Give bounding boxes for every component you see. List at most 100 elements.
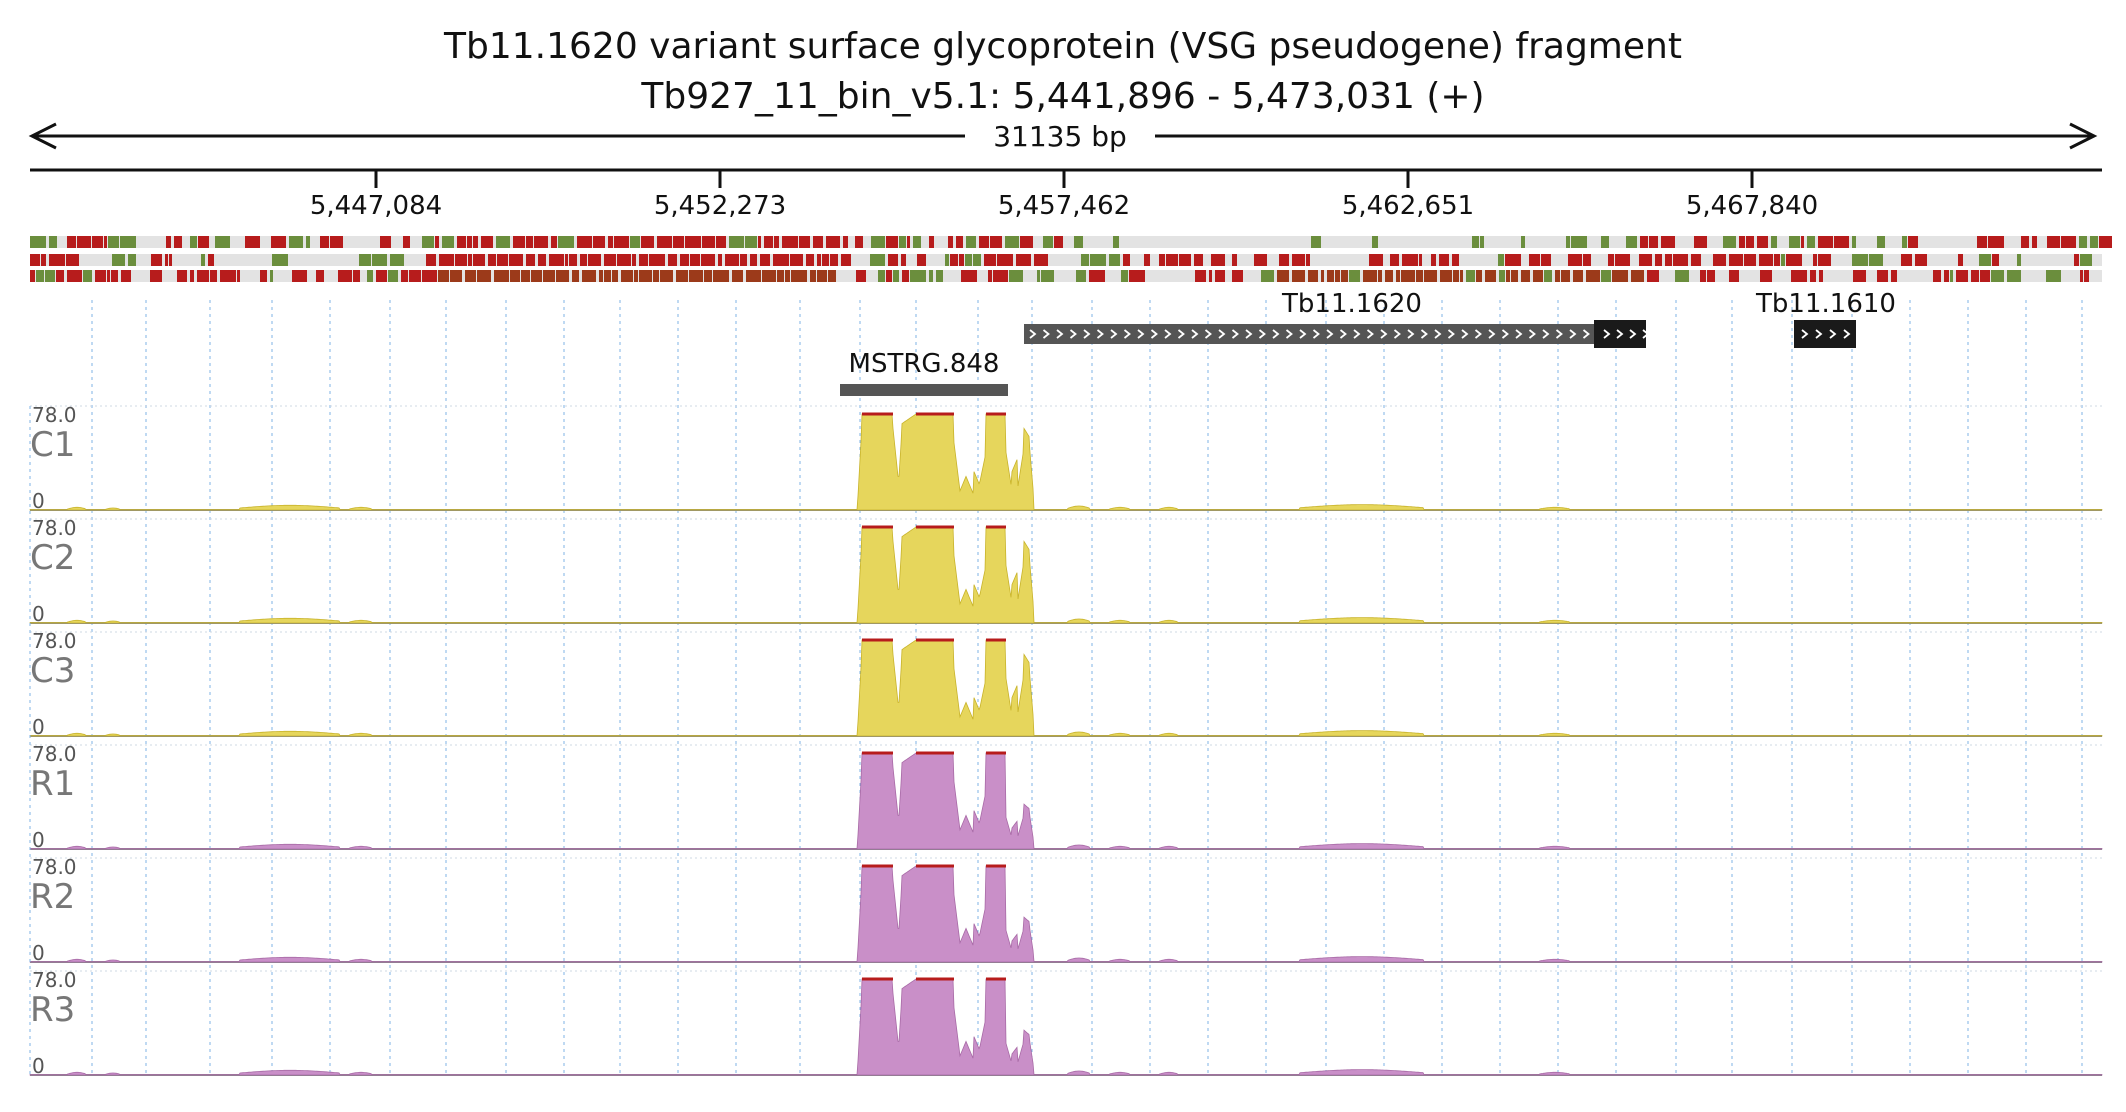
sequence-segment (538, 254, 546, 266)
sequence-segment (701, 254, 715, 266)
sequence-segment (1385, 270, 1393, 282)
sequence-segment (1109, 254, 1120, 266)
sequence-segment (316, 270, 324, 282)
chevron-right-icon (1366, 329, 1374, 339)
gene-bar-tb11-1620[interactable] (1024, 324, 1602, 344)
sequence-segment (725, 254, 739, 266)
sequence-segment (732, 270, 743, 282)
sequence-segment (1054, 236, 1063, 248)
track-max-label: 78.0 (32, 855, 77, 879)
sequence-segment (956, 236, 963, 248)
sequence-segment (1396, 270, 1400, 282)
sequence-segment (380, 236, 391, 248)
chevron-right-icon (1353, 329, 1361, 339)
sequence-segment (455, 254, 467, 266)
sequence-segment (494, 270, 509, 282)
sequence-segment (220, 270, 236, 282)
sequence-segment (1933, 270, 1941, 282)
sequence-segment (1640, 236, 1648, 248)
sequence-segment (2080, 270, 2083, 282)
sequence-segment (577, 236, 592, 248)
sequence-segment (1541, 254, 1551, 266)
sequence-segment (83, 270, 92, 282)
sequence-segment (1834, 236, 1849, 248)
sequence-segment (467, 236, 472, 248)
transcript-feature-mstrg-848[interactable]: MSTRG.848 (840, 349, 1008, 396)
sequence-segment (966, 236, 976, 248)
sequence-segment (1631, 270, 1644, 282)
gene-feature-tb11-1610[interactable]: Tb11.1610 (1755, 289, 1896, 348)
sequence-segment (271, 236, 286, 248)
sequence-segment (422, 236, 434, 248)
sequence-segment (1195, 270, 1206, 282)
sequence-segment (390, 254, 404, 266)
sequence-segment (526, 236, 533, 248)
sequence-segment (993, 270, 1008, 282)
track-name-label: R1 (30, 764, 75, 804)
length-label: 31135 bp (993, 120, 1127, 153)
chevron-right-icon (1555, 329, 1563, 339)
sequence-segment (841, 254, 851, 266)
sequence-segment (1521, 236, 1525, 248)
sequence-segment (1700, 270, 1706, 282)
sequence-segment (907, 236, 910, 248)
sequence-segment (716, 236, 726, 248)
sequence-segment (1902, 236, 1907, 248)
sequence-segment (1561, 270, 1570, 282)
sequence-segment (782, 236, 798, 248)
sequence-segment (1786, 254, 1802, 266)
sequence-segment (1573, 270, 1583, 282)
sequence-segment (702, 236, 715, 248)
sequence-segment (481, 236, 493, 248)
gene-feature-tb11-1620[interactable]: Tb11.1620 (1024, 289, 1650, 348)
sequence-segment (617, 254, 631, 266)
sequence-segment (2007, 270, 2021, 282)
sequence-segment (965, 254, 972, 266)
sequence-segment (1801, 236, 1804, 248)
sequence-segment (1615, 254, 1630, 266)
track-max-label: 78.0 (32, 516, 77, 540)
sequence-segment (401, 270, 408, 282)
sequence-segment (1566, 236, 1570, 248)
sequence-segment (828, 270, 836, 282)
sequence-segment (1601, 270, 1611, 282)
right-arrow-icon (2069, 122, 2098, 150)
sequence-segment (107, 270, 110, 282)
sequence-segment (521, 270, 530, 282)
coverage-track-r3: 78.0 0 R3 (29, 968, 2103, 1078)
chevron-right-icon (1815, 329, 1823, 339)
sequence-segment (1533, 270, 1543, 282)
sequence-segment (893, 270, 899, 282)
sequence-segment (450, 270, 462, 282)
sequence-segment (66, 254, 79, 266)
sequence-segment (641, 236, 654, 248)
sequence-segment (1499, 270, 1505, 282)
sequence-segment (1261, 270, 1274, 282)
sequence-segment (1691, 254, 1701, 266)
sequence-segment (740, 254, 747, 266)
sequence-segment (634, 270, 638, 282)
gene-end-block-tb11-1620[interactable] (1594, 320, 1646, 348)
track-min-label: 0 (32, 715, 45, 739)
transcript-bar-mstrg-848[interactable] (840, 384, 1008, 396)
sequence-segment (1480, 236, 1484, 248)
track-max-label: 78.0 (32, 403, 77, 427)
sequence-segment (198, 236, 209, 248)
track-name-label: R3 (30, 990, 75, 1030)
sequence-segment (979, 236, 989, 248)
sequence-segment (1612, 270, 1628, 282)
sequence-segment (1781, 254, 1785, 266)
chevron-right-icon (1474, 329, 1482, 339)
sequence-segment (746, 270, 761, 282)
gene-block-tb11-1610[interactable] (1794, 320, 1856, 348)
sequence-segment (1713, 254, 1726, 266)
sequence-segment (2080, 254, 2092, 266)
sequence-segment (438, 270, 449, 282)
sequence-segment (582, 270, 596, 282)
sequence-segment (1363, 270, 1377, 282)
sequence-segment (1980, 270, 1990, 282)
sequence-segment (1089, 270, 1105, 282)
sequence-segment (1292, 254, 1305, 266)
sequence-segment (1891, 270, 1897, 282)
sequence-segment (2061, 236, 2076, 248)
